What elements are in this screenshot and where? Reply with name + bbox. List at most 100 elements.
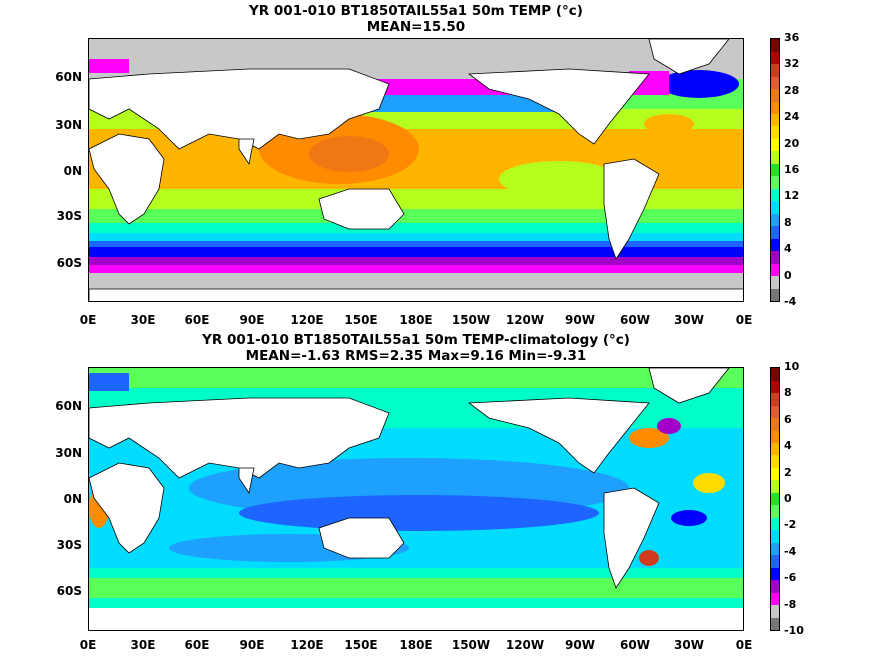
temperature-field [89, 39, 743, 301]
colorbar-swatch [771, 163, 779, 177]
map-title: YR 001-010 BT1850TAIL55a1 50m TEMP (°c) [249, 3, 583, 19]
colorbar-swatch [771, 76, 779, 90]
lon-label: 180E [399, 313, 433, 327]
lon-label: 120W [505, 638, 545, 652]
map-subtitle: MEAN=-1.63 RMS=2.35 Max=9.16 Min=-9.31 [245, 348, 587, 364]
lon-label: 150W [451, 313, 491, 327]
lon-label: 60E [184, 313, 210, 327]
lon-label: 150E [344, 638, 378, 652]
colorbar-swatch [771, 39, 779, 52]
lon-label: 120W [505, 313, 545, 327]
lon-label: 120E [290, 638, 324, 652]
colorbar-tick-label: -8 [784, 597, 797, 611]
colorbar-tick-label: -4 [784, 295, 797, 308]
colorbar-tick-label: 0 [784, 268, 792, 282]
colorbar-swatch [771, 288, 779, 301]
map-title: YR 001-010 BT1850TAIL55a1 50m TEMP-clima… [202, 332, 630, 348]
colorbar-tick-label: 28 [784, 83, 800, 97]
colorbar-swatch [771, 201, 779, 214]
colorbar-swatch [771, 263, 779, 277]
colorbar-tick-label: 0 [784, 492, 792, 505]
lat-label-30s: 30S [56, 538, 82, 552]
colorbar-tick-label: 4 [784, 439, 792, 453]
colorbar-swatch [771, 580, 779, 593]
lon-label: 30E [130, 313, 156, 327]
colorbar-swatch [771, 467, 779, 481]
lon-label: 120E [290, 313, 324, 327]
colorbar-swatch [771, 480, 779, 493]
colorbar-tick-label: 8 [784, 386, 792, 400]
temperature-anomaly-field [89, 368, 743, 630]
colorbar-swatch [771, 567, 779, 581]
lon-label: 0E [735, 313, 753, 327]
colorbar [770, 367, 780, 631]
lat-label-60n: 60N [55, 399, 82, 413]
lon-label: 30E [130, 638, 156, 652]
colorbar-tick-label: 6 [784, 412, 792, 426]
lon-label: 30W [674, 638, 704, 652]
lat-label-30s: 30S [56, 209, 82, 223]
lon-label: 60W [620, 313, 650, 327]
colorbar-swatch [771, 51, 779, 65]
colorbar-tick-label: 32 [784, 57, 800, 71]
map-subtitle: MEAN=15.50 [366, 19, 466, 35]
colorbar-swatch [771, 530, 779, 543]
colorbar-tick-label: -2 [784, 518, 797, 532]
lon-label: 0E [79, 638, 97, 652]
colorbar-swatch [771, 151, 779, 164]
colorbar-tick-label: -4 [784, 544, 797, 558]
lon-label: 90E [239, 313, 265, 327]
colorbar-swatch [771, 380, 779, 394]
colorbar-swatch [771, 138, 779, 152]
colorbar-swatch [771, 276, 779, 289]
colorbar-tick-label: 16 [784, 163, 800, 176]
colorbar-swatch [771, 542, 779, 556]
colorbar-swatch [771, 405, 779, 419]
colorbar-swatch [771, 555, 779, 568]
lon-label: 30W [674, 313, 704, 327]
lon-label: 90W [565, 313, 595, 327]
colorbar-swatch [771, 213, 779, 227]
lat-label-30n: 30N [55, 446, 82, 460]
lon-label: 0E [735, 638, 753, 652]
map-plot-area [88, 38, 744, 302]
lat-label-0n: 0N [63, 492, 82, 506]
colorbar-tick-label: 2 [784, 465, 792, 479]
colorbar-swatch [771, 368, 779, 381]
colorbar-swatch [771, 393, 779, 406]
lat-label-60s: 60S [56, 256, 82, 270]
colorbar-swatch [771, 455, 779, 468]
lon-label: 90W [565, 638, 595, 652]
colorbar-tick-label: -10 [784, 624, 804, 637]
colorbar-swatch [771, 442, 779, 456]
colorbar-tick-label: 10 [784, 360, 800, 373]
lon-label: 150E [344, 313, 378, 327]
colorbar-swatch [771, 238, 779, 252]
colorbar-swatch [771, 126, 779, 139]
lat-label-60s: 60S [56, 584, 82, 598]
colorbar [770, 38, 780, 302]
colorbar-swatch [771, 617, 779, 630]
colorbar-swatch [771, 418, 779, 431]
colorbar-tick-label: -6 [784, 571, 797, 585]
colorbar-swatch [771, 605, 779, 618]
colorbar-tick-label: 12 [784, 189, 800, 203]
lon-label: 90E [239, 638, 265, 652]
colorbar-swatch [771, 89, 779, 102]
colorbar-tick-label: 8 [784, 215, 792, 229]
colorbar-swatch [771, 64, 779, 77]
lon-label: 180E [399, 638, 433, 652]
lat-label-0n: 0N [63, 164, 82, 178]
colorbar-swatch [771, 430, 779, 443]
colorbar-swatch [771, 101, 779, 114]
map-plot-area [88, 367, 744, 631]
lat-label-30n: 30N [55, 118, 82, 132]
colorbar-swatch [771, 176, 779, 189]
colorbar-swatch [771, 517, 779, 531]
colorbar-tick-label: 4 [784, 242, 792, 256]
lon-label: 60W [620, 638, 650, 652]
colorbar-swatch [771, 188, 779, 202]
colorbar-swatch [771, 505, 779, 518]
colorbar-swatch [771, 251, 779, 264]
colorbar-tick-label: 36 [784, 31, 800, 44]
